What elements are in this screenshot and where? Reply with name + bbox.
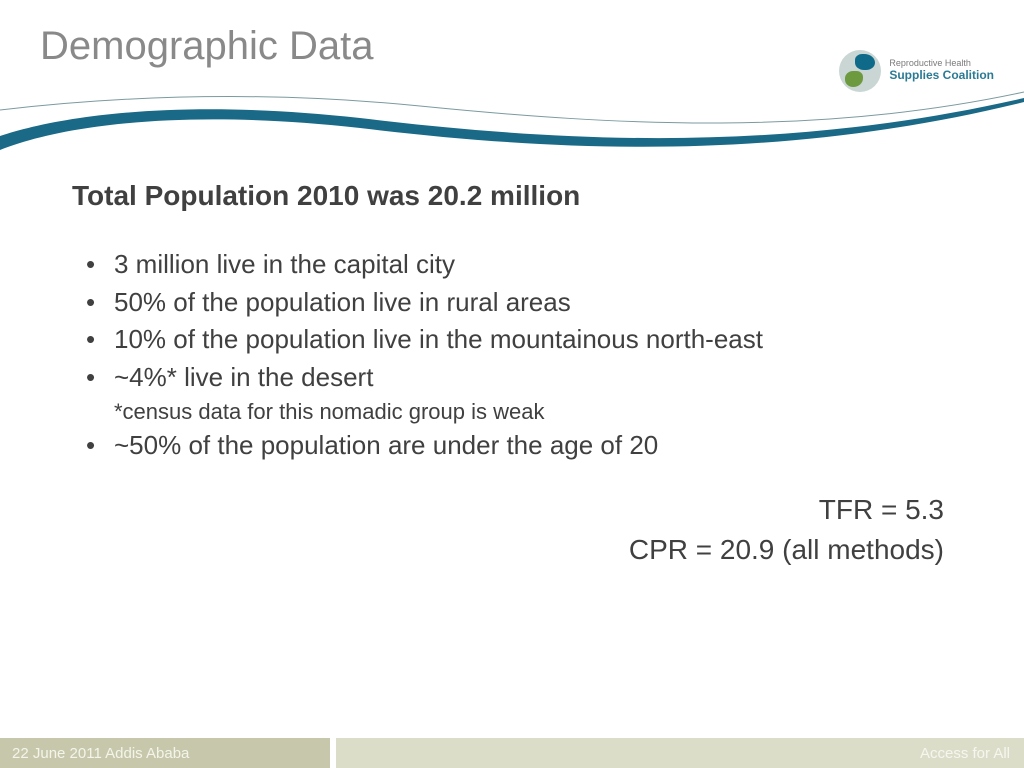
slide-title: Demographic Data [40,24,374,69]
list-item: ~50% of the population are under the age… [72,427,964,465]
swoosh-divider [0,76,1024,166]
footer: 22 June 2011 Addis Ababa Access for All [0,738,1024,768]
stat-cpr: CPR = 20.9 (all methods) [72,530,944,569]
stats-block: TFR = 5.3 CPR = 20.9 (all methods) [72,490,964,568]
headline: Total Population 2010 was 20.2 million [72,180,964,212]
slide-content: Total Population 2010 was 20.2 million 3… [72,180,964,569]
list-item: 50% of the population live in rural area… [72,284,964,322]
list-item: ~4%* live in the desert [72,359,964,397]
footer-date-location: 22 June 2011 Addis Ababa [0,738,330,768]
list-item: 10% of the population live in the mounta… [72,321,964,359]
bullet-list-2: ~50% of the population are under the age… [72,427,964,465]
footnote: *census data for this nomadic group is w… [72,399,964,425]
bullet-list: 3 million live in the capital city 50% o… [72,246,964,397]
stat-tfr: TFR = 5.3 [72,490,944,529]
list-item: 3 million live in the capital city [72,246,964,284]
footer-tagline: Access for All [336,738,1024,768]
